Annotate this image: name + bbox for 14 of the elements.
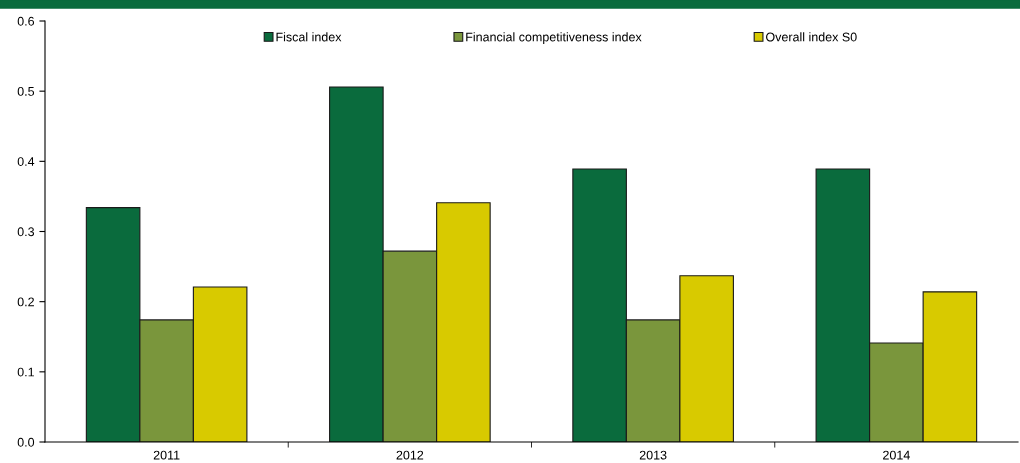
legend-label: Financial competitiveness index xyxy=(466,32,642,44)
y-tick-label: 0.1 xyxy=(17,367,34,377)
x-tick-label: 2011 xyxy=(153,450,180,460)
y-tick-label: 0.2 xyxy=(17,297,34,307)
y-tick-label: 0.5 xyxy=(17,86,35,96)
y-tick-label: 0.3 xyxy=(17,227,35,237)
legend-label: Overall index S0 xyxy=(766,32,857,42)
x-tick-label: 2012 xyxy=(396,450,424,460)
legend-label: Fiscal index xyxy=(276,32,342,42)
x-tick-label: 2013 xyxy=(639,450,667,460)
y-tick-label: 0.0 xyxy=(17,437,35,447)
y-tick-label: 0.6 xyxy=(17,16,35,26)
x-tick-label: 2014 xyxy=(883,450,910,460)
y-tick-label: 0.4 xyxy=(17,157,35,166)
